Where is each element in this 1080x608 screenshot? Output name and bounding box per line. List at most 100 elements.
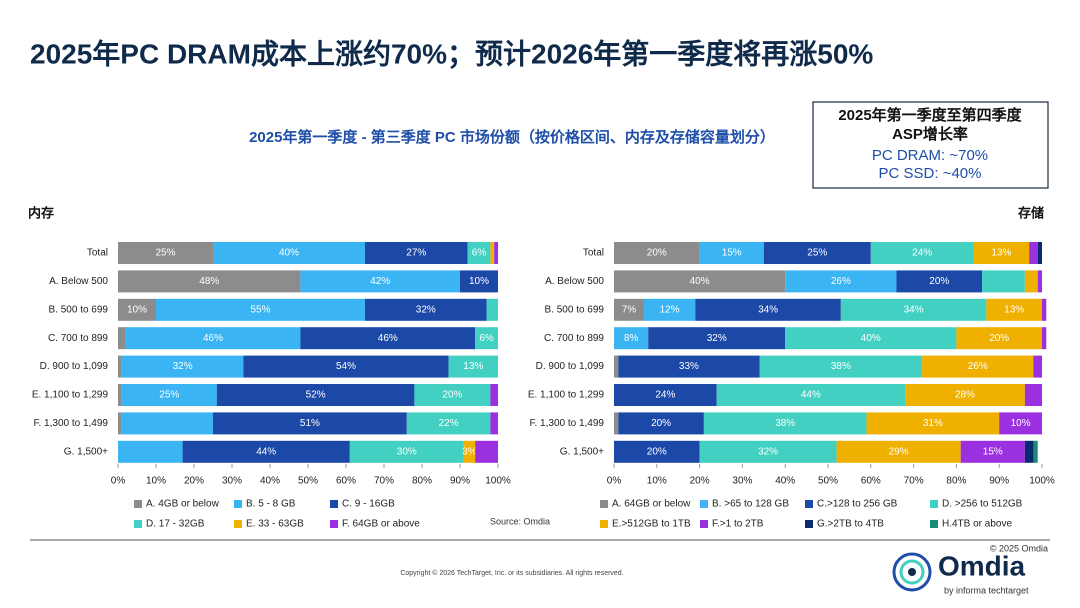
data-label: 34% [758,304,778,315]
legend-swatch [805,520,813,528]
legend-label: D. 17 - 32GB [146,519,205,530]
bar-segment [1033,440,1038,463]
data-label: 20% [929,276,949,287]
data-label: 27% [406,248,426,259]
bar-segment [490,384,498,406]
logo-dot [908,568,916,576]
bar-segment [494,242,498,264]
bar-segment [156,298,365,321]
category-label: A. Below 500 [49,276,108,287]
x-tick-label: 90% [989,476,1009,487]
x-tick-label: 50% [818,476,838,487]
data-label: 40% [861,333,881,344]
legend-label: B. 5 - 8 GB [246,499,296,510]
data-label: 13% [463,361,483,372]
bar-segment [490,242,495,264]
data-label: 10% [1011,418,1031,429]
bar-segment [643,298,696,321]
data-label: 32% [416,304,436,315]
bar-segment [1024,440,1034,463]
bar-segment [486,298,498,321]
data-label: 34% [904,304,924,315]
data-label: 24% [655,390,675,401]
data-label: 52% [306,390,326,401]
bar-segment [216,384,415,406]
bar-segment [300,327,476,350]
bar-segment [759,355,923,378]
legend-swatch [700,520,708,528]
bar-segment [840,298,987,321]
bar-segment [406,412,491,435]
bar-segment [716,384,906,406]
category-label: E. 1,100 to 1,299 [32,390,109,401]
panel-label: 内存 [28,205,54,220]
x-tick-label: 70% [374,476,394,487]
x-tick-label: 80% [412,476,432,487]
bar-segment [118,412,122,435]
data-label: 10% [127,304,147,315]
x-tick-label: 10% [146,476,166,487]
legend-label: F. 64GB or above [342,519,420,530]
bar-segment [460,270,498,293]
legend-swatch [805,500,813,508]
bar-segment [213,412,407,435]
data-label: 51% [300,418,320,429]
bar-segment [905,384,1025,406]
bar-segment [648,327,786,350]
legend-label: A. 64GB or below [612,499,691,510]
x-tick-label: 60% [336,476,356,487]
category-label: F. 1,300 to 1,499 [529,418,604,429]
data-label: 55% [250,304,270,315]
data-label: 20% [647,446,667,457]
brand: Omdia [938,550,1026,581]
bar-segment [1029,242,1038,264]
bar-segment [365,298,487,321]
bar-segment [182,440,350,463]
data-label: 12% [660,304,680,315]
data-label: 29% [889,446,909,457]
bar-segment [475,440,498,463]
bar-segment [118,298,156,321]
bar-segment [922,355,1034,378]
legend-label: E. 33 - 63GB [246,519,304,530]
x-tick-label: 100% [485,476,511,487]
bar-segment [475,327,498,350]
bar-segment [349,440,464,463]
data-label: 20% [651,418,671,429]
data-label: 25% [807,248,827,259]
bar-segment [982,270,1025,293]
legend-label: F.>1 to 2TB [712,519,764,530]
bar-segment [999,412,1042,435]
bar-segment [614,298,644,321]
x-tick-label: 90% [450,476,470,487]
category-label: G. 1,500+ [64,446,108,457]
data-label: 8% [624,333,639,344]
bar-segment [785,270,897,293]
legend-label: B. >65 to 128 GB [712,499,789,510]
bar-segment [695,298,841,321]
data-label: 44% [801,390,821,401]
category-label: C. 700 to 899 [48,333,108,344]
legend-swatch [700,500,708,508]
data-label: 3% [462,446,477,457]
category-label: C. 700 to 899 [544,333,604,344]
data-label: 42% [370,276,390,287]
bar-segment [699,242,764,264]
bar-segment [960,440,1025,463]
category-label: B. 500 to 699 [545,304,605,315]
x-tick-label: 20% [184,476,204,487]
bar-segment [118,270,301,293]
bar-segment [699,440,837,463]
bar-segment [618,355,760,378]
data-label: 25% [155,248,175,259]
data-label: 15% [722,248,742,259]
category-label: Total [583,248,604,259]
slide-title: 2025年PC DRAM成本上涨约70%；预计2026年第一季度将再涨50% [30,37,873,69]
data-label: 15% [983,446,1003,457]
bar-segment [467,242,491,264]
x-tick-label: 60% [861,476,881,487]
x-tick-label: 40% [775,476,795,487]
x-tick-label: 0% [111,476,126,487]
bar-segment [125,327,301,350]
bar-segment [614,412,619,435]
